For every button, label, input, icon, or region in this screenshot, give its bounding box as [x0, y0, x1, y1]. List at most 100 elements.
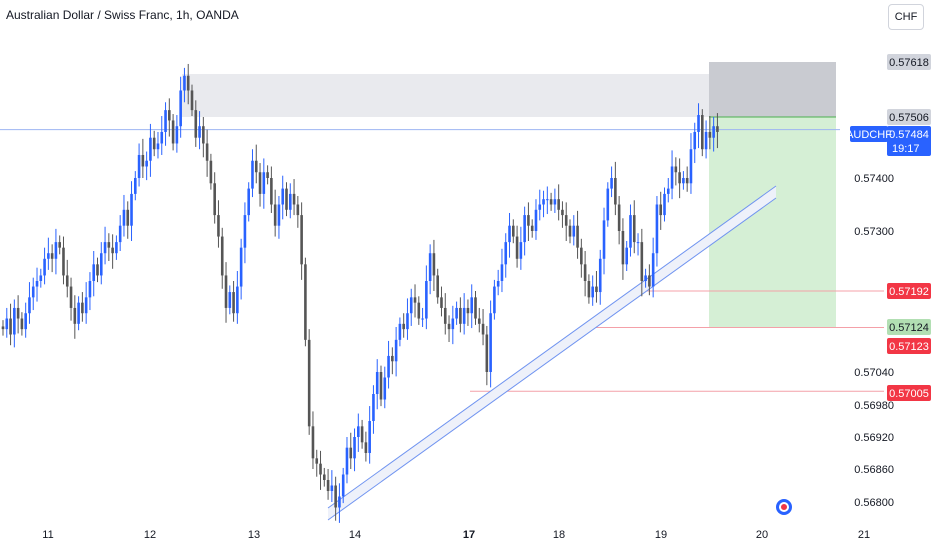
- y-tick-label: 0.56800: [854, 497, 894, 509]
- candle: [323, 467, 326, 487]
- candle: [273, 189, 277, 237]
- candle: [368, 406, 371, 464]
- candle: [92, 251, 96, 297]
- candle: [417, 296, 421, 325]
- candle: [693, 122, 697, 164]
- chart-title: Australian Dollar / Swiss Franc, 1h, OAN…: [6, 8, 239, 22]
- candle: [614, 161, 617, 216]
- candle: [557, 184, 560, 221]
- candle: [69, 277, 73, 321]
- candle: [708, 116, 712, 150]
- candle: [678, 158, 681, 199]
- candle: [421, 307, 424, 327]
- candle: [357, 413, 360, 452]
- candle: [432, 239, 436, 291]
- candle: [500, 248, 504, 293]
- candle: [99, 242, 103, 285]
- candle: [243, 202, 247, 264]
- candle: [262, 158, 266, 209]
- candle: [561, 201, 564, 228]
- candle: [542, 190, 545, 218]
- candle: [270, 166, 273, 213]
- candle: [455, 301, 458, 325]
- candle: [425, 265, 428, 330]
- x-tick-label: 21: [858, 529, 870, 541]
- trend-line-upper[interactable]: [327, 185, 777, 509]
- candle: [122, 194, 126, 237]
- flag-icon[interactable]: [776, 499, 792, 515]
- candle: [194, 100, 198, 147]
- candle: [28, 282, 31, 324]
- svg-text:0.57124: 0.57124: [889, 322, 929, 334]
- candle: [644, 268, 647, 288]
- candle: [666, 178, 670, 203]
- y-tick-label: 0.57040: [854, 367, 894, 379]
- candle: [523, 206, 526, 256]
- currency-button[interactable]: CHF: [888, 4, 924, 30]
- candle: [145, 151, 148, 181]
- candle: [171, 114, 175, 151]
- candle: [508, 212, 511, 258]
- y-tick-label: 0.57300: [854, 226, 894, 238]
- candle: [610, 166, 613, 198]
- candle: [35, 267, 39, 302]
- candle: [398, 317, 402, 347]
- candle: [549, 192, 553, 211]
- candle: [236, 271, 239, 324]
- candle: [338, 483, 341, 523]
- candle: [640, 228, 644, 297]
- x-tick-label: 13: [248, 529, 260, 541]
- candle: [576, 210, 579, 259]
- candle: [31, 277, 35, 311]
- candle: [307, 329, 311, 435]
- candle: [443, 293, 447, 335]
- candle: [179, 76, 182, 138]
- candle: [663, 187, 666, 222]
- candle: [595, 271, 598, 303]
- candle: [186, 63, 190, 105]
- candle: [77, 296, 80, 331]
- candle: [345, 437, 349, 484]
- price-tag-red: 0.57005: [887, 385, 931, 401]
- candle: [602, 207, 606, 275]
- candle: [84, 282, 88, 324]
- candle: [168, 98, 171, 137]
- candle: [583, 251, 587, 297]
- candle: [659, 191, 663, 230]
- x-tick-label: 14: [349, 529, 361, 541]
- candle: [553, 188, 557, 213]
- candle: [5, 307, 9, 338]
- candle: [712, 117, 715, 152]
- candle: [606, 182, 610, 227]
- candle: [285, 182, 288, 217]
- candle: [462, 293, 466, 335]
- candle: [496, 269, 500, 296]
- candle: [54, 228, 58, 275]
- candle: [580, 238, 583, 278]
- resistance-zone: [182, 74, 709, 117]
- x-tick-label: 18: [553, 529, 565, 541]
- candle: [512, 219, 515, 244]
- candle: [515, 225, 519, 268]
- candle: [281, 175, 285, 220]
- candle: [292, 179, 296, 216]
- candle: [319, 450, 322, 490]
- candle: [164, 102, 167, 146]
- candle: [409, 288, 413, 326]
- candle: [629, 204, 632, 257]
- x-tick-label: 19: [655, 529, 667, 541]
- candle: [617, 196, 621, 245]
- symbol-label: AUDCHF: [846, 126, 892, 142]
- candle: [228, 285, 232, 315]
- candle: [674, 157, 678, 186]
- candle: [572, 215, 576, 246]
- candle: [704, 120, 708, 159]
- trend-line-lower[interactable]: [327, 197, 777, 521]
- y-tick-label: 0.56980: [854, 400, 894, 412]
- price-tag-green: 0.57124: [887, 319, 931, 335]
- stop-zone: [709, 62, 836, 117]
- svg-text:0.57506: 0.57506: [889, 112, 929, 124]
- svg-text:0.57005: 0.57005: [889, 388, 929, 400]
- candle: [648, 264, 651, 296]
